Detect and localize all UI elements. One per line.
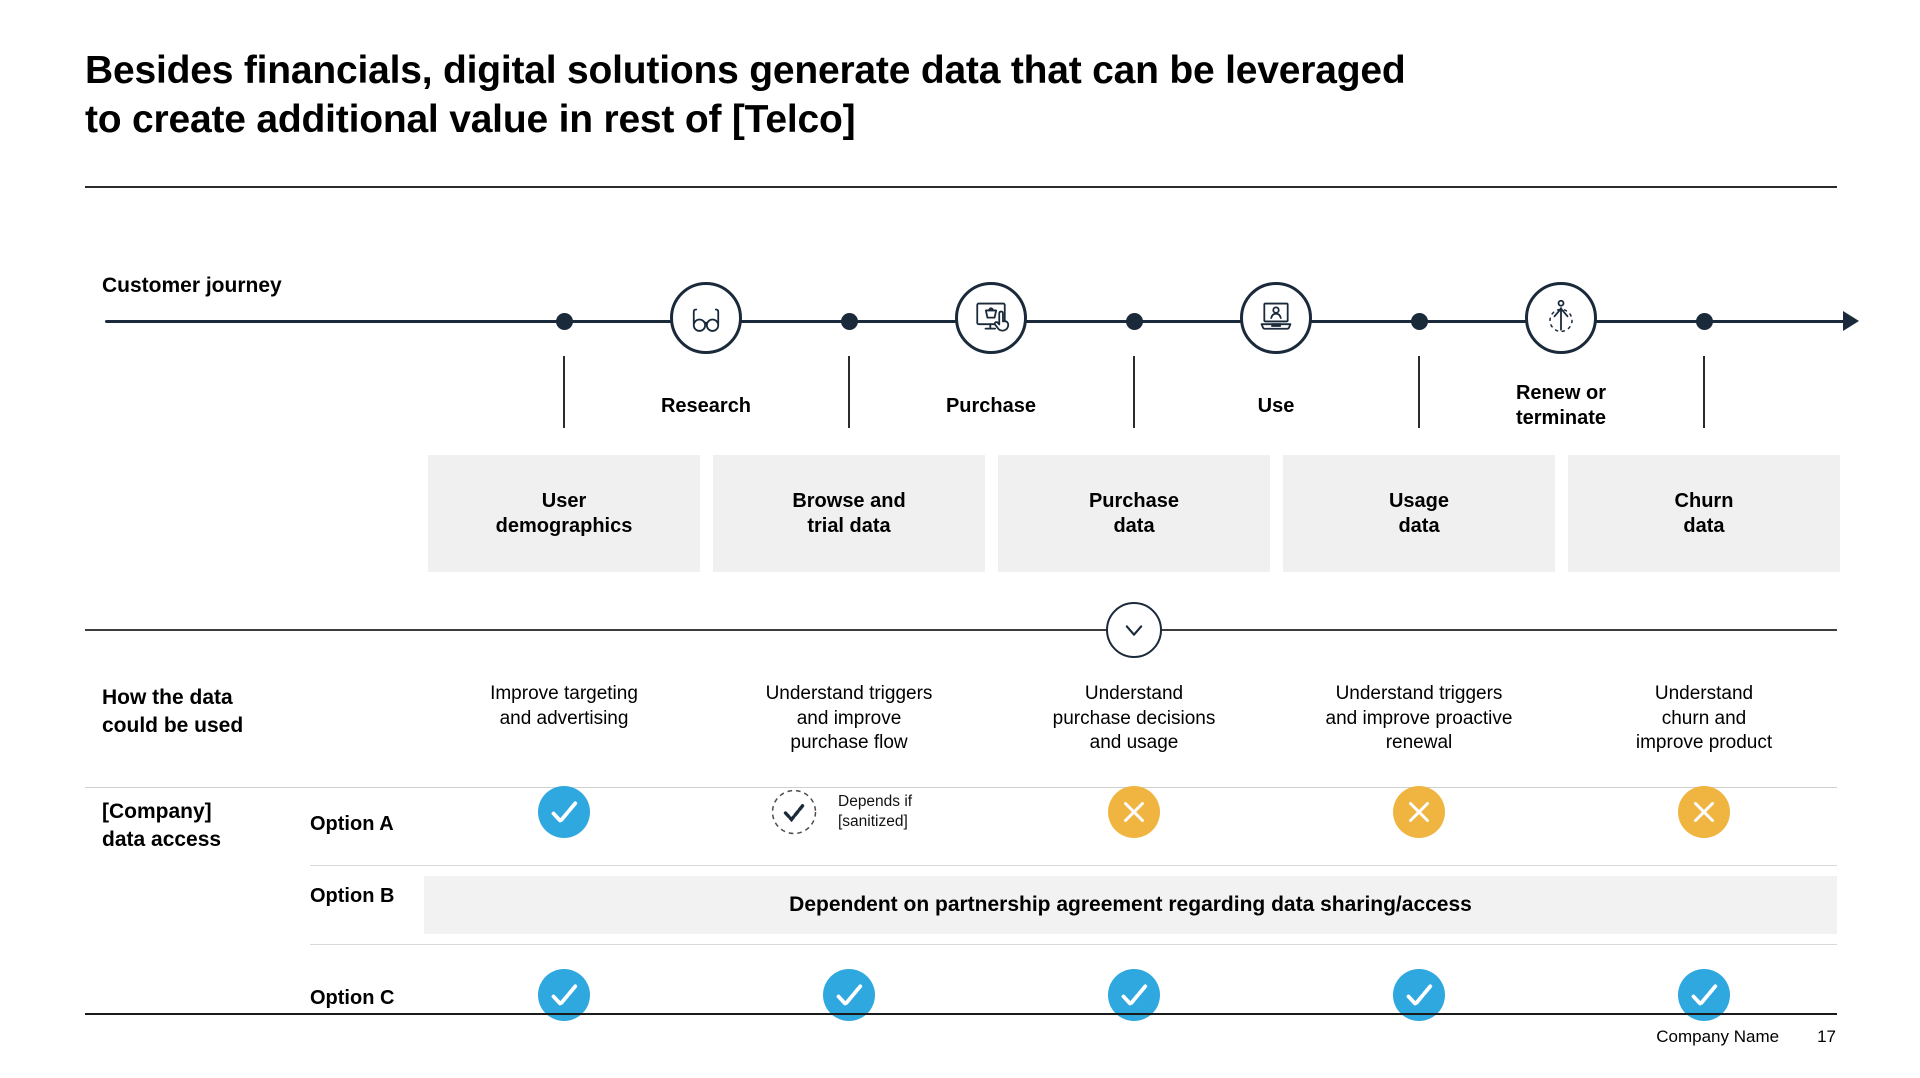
option-c-label: Option C — [310, 987, 395, 1009]
glasses-icon — [692, 308, 720, 332]
page-title: Besides financials, digital solutions ge… — [85, 49, 1406, 141]
check-icon — [538, 786, 590, 838]
footer: Company Name 17 — [1336, 1027, 1836, 1047]
how-used-col-5: Understand churn and improve product — [1635, 683, 1773, 753]
timeline-tick — [563, 356, 565, 428]
stage-label-research: Research — [660, 394, 752, 417]
cross-icon — [1393, 786, 1445, 838]
title-divider — [85, 186, 1837, 188]
how-used-col-4: Understand triggers and improve proactiv… — [1325, 683, 1513, 753]
data-box-user-demographics: User demographics — [428, 455, 700, 572]
timeline-arrowhead-icon — [1843, 311, 1859, 331]
laptop-user-icon — [1260, 302, 1292, 330]
timeline-tick — [1133, 356, 1135, 428]
option-row-divider — [310, 865, 1837, 866]
stage-label-purchase: Purchase — [945, 394, 1037, 417]
timeline-dot — [1410, 312, 1428, 330]
check-icon — [1678, 969, 1730, 1021]
timeline-dot — [840, 312, 858, 330]
chevron-down-icon — [1125, 625, 1143, 636]
chevron-circle — [1106, 602, 1162, 658]
purchase-tap-icon — [976, 302, 1010, 332]
customer-journey-label: Customer journey — [102, 274, 282, 297]
timeline-tick — [848, 356, 850, 428]
data-access-label: [Company] data access — [102, 800, 222, 851]
how-used-label: How the data could be used — [102, 686, 244, 737]
cross-icon — [1678, 786, 1730, 838]
check-icon — [1108, 969, 1160, 1021]
option-row-divider — [310, 944, 1837, 945]
timeline-tick — [1703, 356, 1705, 428]
how-used-divider — [85, 787, 1837, 788]
check-dashed-icon — [771, 789, 817, 835]
data-box-usage: Usage data — [1283, 455, 1555, 572]
how-used-col-1: Improve targeting and advertising — [490, 683, 638, 729]
data-box-purchase: Purchase data — [998, 455, 1270, 572]
cross-icon — [1108, 786, 1160, 838]
option-b-label: Option B — [310, 885, 395, 907]
footer-divider — [85, 1013, 1837, 1015]
stage-circle-renew — [1525, 282, 1597, 354]
timeline-dot — [1125, 312, 1143, 330]
timeline-dot — [1695, 312, 1713, 330]
footer-company-name: Company Name — [1656, 1027, 1780, 1046]
timeline-tick — [1418, 356, 1420, 428]
renew-person-icon — [1549, 299, 1573, 333]
option-a-label: Option A — [310, 813, 394, 835]
stage-circle-purchase — [955, 282, 1027, 354]
depends-note: Depends if [sanitized] — [838, 793, 913, 830]
check-icon — [538, 969, 590, 1021]
how-used-col-2: Understand triggers and improve purchase… — [765, 683, 933, 753]
stage-label-renew: Renew or terminate — [1515, 382, 1607, 429]
how-used-col-3: Understand purchase decisions and usage — [1052, 683, 1216, 753]
option-b-banner: Dependent on partnership agreement regar… — [424, 876, 1837, 934]
data-box-browse-trial: Browse and trial data — [713, 455, 985, 572]
footer-page-number: 17 — [1817, 1027, 1836, 1046]
timeline-dot — [555, 312, 573, 330]
stage-label-use: Use — [1257, 394, 1295, 417]
stage-circle-research — [670, 282, 742, 354]
section-divider — [85, 629, 1837, 631]
stage-circle-use — [1240, 282, 1312, 354]
check-icon — [1393, 969, 1445, 1021]
data-box-churn: Churn data — [1568, 455, 1840, 572]
check-icon — [823, 969, 875, 1021]
